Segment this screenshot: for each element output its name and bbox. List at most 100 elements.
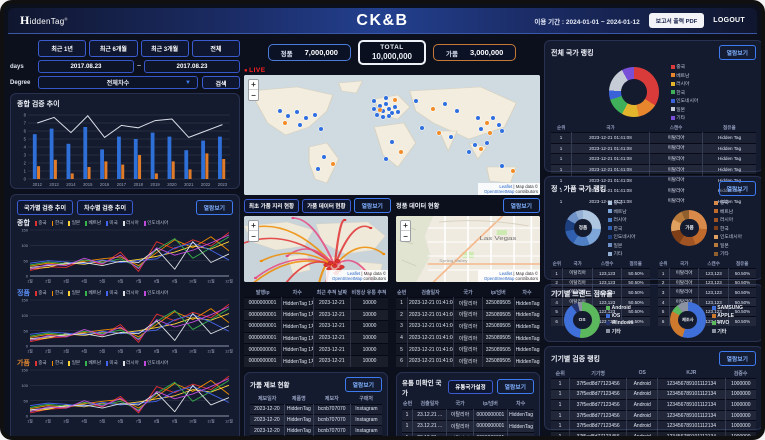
panel-title: 유통 미확인 국가 (402, 379, 442, 397)
svg-text:2013: 2013 (49, 182, 59, 187)
svg-text:3월: 3월 (63, 419, 69, 424)
svg-text:Las Vegas: Las Vegas (480, 236, 518, 242)
line-chart-genuine: 0 50 100 150 1월 2월 3월 4월 5월 6월 7월 8월 9월 10월 11월 12월 (17, 297, 233, 355)
zoom-in-button[interactable]: + (401, 221, 410, 231)
fake-origin-arcs-map[interactable]: + − Leaflet | Map data © OpenStreetMap c… (244, 216, 388, 282)
svg-text:4월: 4월 (81, 419, 87, 424)
svg-text:3월: 3월 (63, 279, 69, 284)
preset-6months-button[interactable]: 최근 6개월 (89, 40, 138, 57)
svg-text:3월: 3월 (63, 349, 69, 354)
tab-country-trend[interactable]: 국가별 검증 추이 (17, 200, 73, 215)
distribution-country-setting-button[interactable]: 유통국가설정 (448, 379, 493, 394)
days-label: days (10, 63, 24, 70)
svg-text:0: 0 (26, 274, 29, 279)
svg-text:0: 0 (26, 414, 29, 419)
brand-title: CK&B (356, 11, 409, 29)
device-verification-rank-panel: 기기별 검증 랭킹 열람보기 순위 기기명 OS KJR 검증수 1 37f5ed8d771… (544, 346, 761, 436)
svg-text:11월: 11월 (207, 279, 215, 284)
preset-all-button[interactable]: 전체 (191, 40, 240, 57)
svg-text:5: 5 (24, 137, 27, 142)
genuine-city-map[interactable]: Las Vegas Spring Valley Henderson + − Le… (396, 216, 540, 282)
genuine-data-label: 정품 데이터 현황 (396, 203, 440, 210)
genuine-fake-country-rank-panel: 정 · 가품 국가 랭킹 열람보기 정품 중국 베트남 러시아 한국 인도네시아 일본 기타… (544, 176, 761, 326)
panel-title: 기기별 브랜드 점유율 (551, 291, 613, 298)
fake-data-button[interactable]: 가품 데이터 현황 (302, 198, 351, 213)
report-pdf-button[interactable]: 보고서 출력 PDF (648, 13, 705, 28)
svg-text:2018: 2018 (134, 182, 144, 187)
date-from-input[interactable] (38, 60, 134, 73)
fake-report-table: 제보일자 제품명 제보자 구매처 2023-12-20 HiddenTag bcnb7070… (250, 394, 382, 436)
svg-text:2012: 2012 (33, 182, 43, 187)
chart-legend: 중국 한국 일본 베트남 미국 러시아 인도네시아 (34, 290, 168, 296)
os-donut-chart: OS (564, 302, 601, 338)
svg-text:7월: 7월 (136, 279, 142, 284)
hiddentag-logo: HiddenTag® (20, 13, 68, 27)
view-button[interactable]: 열람보기 (502, 198, 540, 213)
donut-legend: 중국 베트남 러시아 한국 인도네시아 일본 기타 (670, 63, 698, 121)
svg-text:3: 3 (24, 153, 27, 158)
first-fake-geo-button[interactable]: 최초 가품 지리 현황 (244, 198, 300, 213)
map-attribution: Leaflet | Map data © OpenStreetMap contr… (326, 270, 388, 282)
svg-text:1월: 1월 (27, 279, 33, 284)
genuine-kpi: 정품 7,000,000 (267, 44, 351, 61)
search-button[interactable]: 검색 (202, 76, 240, 89)
svg-text:12월: 12월 (225, 349, 233, 354)
map-attribution: Leaflet | Map data © OpenStreetMap contr… (478, 270, 540, 282)
fake-country-donut-chart: 가품 (671, 210, 708, 246)
svg-text:9월: 9월 (172, 279, 178, 284)
date-to-input[interactable] (144, 60, 240, 73)
usage-period-label: 이용 기간 : 2024-01-01 ~ 2024-01-12 (534, 18, 640, 26)
kpi-row: 정품 7,000,000 TOTAL 10,000,000 가품 3,000,0… (244, 40, 540, 65)
svg-text:Spring Valley: Spring Valley (439, 259, 468, 263)
city-map-art: Las Vegas Spring Valley Henderson (396, 216, 540, 282)
total-country-donut-chart (608, 67, 659, 117)
view-button[interactable]: 열람보기 (496, 379, 534, 395)
tab-degree-trend[interactable]: 차수별 검증 추이 (76, 200, 133, 215)
date-range-presets: 최근 1년 최근 6개월 최근 3개월 전체 (38, 40, 240, 57)
svg-text:7월: 7월 (136, 419, 142, 424)
zoom-out-button[interactable]: − (251, 90, 256, 100)
view-button[interactable]: 열람보기 (344, 376, 382, 392)
svg-text:0: 0 (24, 177, 27, 182)
zoom-in-button[interactable]: + (249, 80, 258, 90)
svg-text:1월: 1월 (27, 419, 33, 424)
arcs-layer (244, 216, 388, 282)
svg-text:12월: 12월 (225, 419, 233, 424)
svg-text:11월: 11월 (207, 349, 215, 354)
svg-text:2021: 2021 (184, 182, 194, 187)
logout-button[interactable]: LOGOUT (713, 17, 745, 24)
maker-donut-chart: 제조사 (669, 302, 706, 338)
view-button[interactable]: 열람보기 (718, 181, 756, 196)
zoom-in-button[interactable]: + (249, 221, 258, 231)
line-chart-fake: 0 50 100 150 1월 2월 3월 4월 5월 6월 7월 8월 9월 10월 11월 12월 (17, 367, 233, 425)
svg-text:4월: 4월 (81, 279, 87, 284)
view-button[interactable]: 열람보기 (718, 45, 756, 60)
svg-text:2월: 2월 (45, 279, 51, 284)
svg-text:0: 0 (26, 344, 29, 349)
fake-report-panel: 가품 제보 현황 열람보기 제보일자 제품명 제보자 구매처 2023-12-20 Hid… (244, 371, 388, 436)
svg-text:2017: 2017 (117, 182, 127, 187)
view-button[interactable]: 열람보기 (718, 351, 756, 366)
zoom-out-button[interactable]: − (251, 231, 256, 241)
fake-kpi: 가품 3,000,000 (433, 44, 517, 61)
view-button[interactable]: 열람보기 (195, 200, 233, 215)
donut-legend: 중국 베트남 러시아 한국 인도네시아 일본 기타 (714, 199, 742, 257)
genuine-country-donut-chart: 정품 (564, 210, 601, 246)
chart-legend: 중국 한국 일본 베트남 미국 러시아 인도네시아 (34, 220, 168, 226)
svg-text:8: 8 (24, 113, 27, 118)
svg-text:2: 2 (24, 161, 27, 166)
svg-text:5월: 5월 (100, 279, 106, 284)
view-button[interactable]: 열람보기 (353, 198, 391, 213)
preset-3months-button[interactable]: 최근 3개월 (140, 40, 189, 57)
degree-select[interactable]: 전체차수 ▼ (38, 76, 198, 89)
degree-label: Degree (10, 79, 31, 86)
world-verification-map[interactable]: + − Leaflet | Map data © OpenStreetMap c… (244, 75, 540, 195)
map-zoom-control: + − (248, 79, 259, 101)
preset-1year-button[interactable]: 최근 1년 (38, 40, 87, 57)
donut-legend: Android iOS Windows 기타 (606, 305, 634, 335)
svg-text:12월: 12월 (225, 279, 233, 284)
svg-text:4: 4 (24, 145, 27, 150)
donut-legend: 중국 베트남 러시아 한국 인도네시아 일본 기타 (607, 199, 636, 257)
world-land-art (244, 75, 540, 195)
zoom-out-button[interactable]: − (403, 231, 408, 241)
